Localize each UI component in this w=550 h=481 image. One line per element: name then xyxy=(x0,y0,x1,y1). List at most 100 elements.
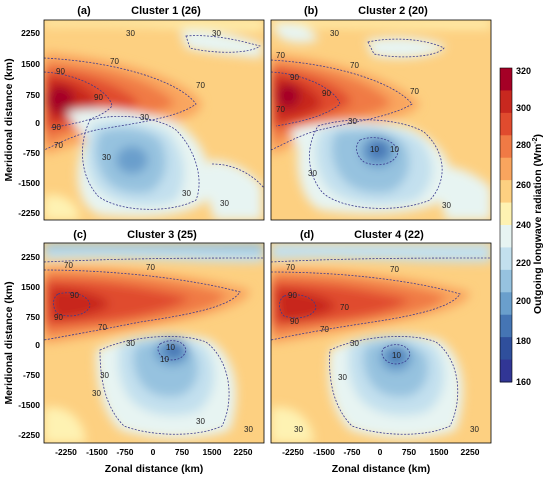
colorbar-swatch xyxy=(500,225,512,248)
colorbar-tick: 160 xyxy=(516,377,531,387)
panel-c-contour-30: 30 xyxy=(92,389,101,398)
colorbar-swatch xyxy=(500,157,512,181)
panel-b-contour-10: 10 xyxy=(370,145,379,154)
y-axis-label-bottom: Meridional distance (km) xyxy=(3,281,15,404)
panel-c-contour-30: 30 xyxy=(196,417,205,426)
panel-b-frame xyxy=(270,19,492,221)
panel-c-contour-30: 30 xyxy=(100,371,109,380)
y-tick-label: 2250 xyxy=(21,28,40,38)
colorbar: 320 300 280 260 240 220 200 180 160 Outg… xyxy=(499,66,544,387)
panel-c-contour-30: 30 xyxy=(126,339,135,348)
colorbar-tick: 240 xyxy=(516,220,531,230)
y-tick-label: 2250 xyxy=(21,252,40,262)
colorbar-tick: 200 xyxy=(516,296,531,306)
colorbar-tick: 300 xyxy=(516,103,531,113)
y-tick-label: -750 xyxy=(23,370,40,380)
panel-d-contour-30: 30 xyxy=(294,425,303,434)
panel-d-contour-30: 30 xyxy=(350,339,359,348)
panel-a-field: 30 70 70 90 90 90 70 30 30 30 30 30 xyxy=(44,20,264,220)
panel-a-contour-70: 70 xyxy=(196,81,205,90)
colorbar-swatch xyxy=(500,135,512,159)
x-tick-label: 0 xyxy=(151,447,156,457)
y-tick-label: -1500 xyxy=(18,400,40,410)
panel-c-title: Cluster 3 (25) xyxy=(127,229,197,241)
panel-c-contour-30: 30 xyxy=(244,425,253,434)
y-tick-label: -2250 xyxy=(18,208,40,218)
panel-b-contour-70: 70 xyxy=(350,61,359,70)
colorbar-tick: 260 xyxy=(516,180,531,190)
panel-b-field: 30 70 70 70 90 90 70 30 10 10 30 30 xyxy=(271,20,491,220)
panel-b-contour-90: 90 xyxy=(290,73,299,82)
colorbar-label-sup: -2 xyxy=(532,137,539,143)
panel-b-contour-70: 70 xyxy=(276,105,285,114)
panel-d-contour-70: 70 xyxy=(390,265,399,274)
colorbar-swatch xyxy=(500,359,512,383)
colorbar-tick: 180 xyxy=(516,336,531,346)
panel-c-contour-70: 70 xyxy=(146,263,155,272)
x-tick-label: -750 xyxy=(116,447,133,457)
panel-d-field: 70 70 90 90 70 70 30 10 30 30 30 xyxy=(271,243,491,443)
panel-d-frame xyxy=(270,242,492,444)
panel-b-label: (b) xyxy=(304,5,318,17)
panel-d-contour-30: 30 xyxy=(338,373,347,382)
colorbar-frame xyxy=(499,67,513,383)
panel-d-title: Cluster 4 (22) xyxy=(354,229,424,241)
panel-a-contour-30: 30 xyxy=(102,153,111,162)
x-tick-label: 1500 xyxy=(430,447,449,457)
panel-a-contour-90: 90 xyxy=(94,93,103,102)
panel-a-contour-90: 90 xyxy=(52,123,61,132)
y-tick-label: -1500 xyxy=(18,178,40,188)
y-tick-label: 1500 xyxy=(21,282,40,292)
x-axis-label-right: Zonal distance (km) xyxy=(332,463,431,475)
x-tick-label: 0 xyxy=(378,447,383,457)
panel-d-contour-90: 90 xyxy=(290,317,299,326)
panel-a-contour-30: 30 xyxy=(220,199,229,208)
colorbar-swatch xyxy=(500,90,512,114)
panel-b-contour-90: 90 xyxy=(322,89,331,98)
panel-c-contour-10: 10 xyxy=(160,355,169,364)
y-tick-label: 1500 xyxy=(21,59,40,69)
panel-a-label: (a) xyxy=(77,5,91,17)
y-tick-label: 750 xyxy=(26,90,40,100)
panel-b-contour-10: 10 xyxy=(390,145,399,154)
x-tick-label: 2250 xyxy=(234,447,253,457)
panel-c-contour-90: 90 xyxy=(70,291,79,300)
panel-a-contour-90: 90 xyxy=(56,67,65,76)
x-tick-label: -750 xyxy=(343,447,360,457)
y-axis-bottom: 2250 1500 750 0 -750 -1500 -2250 xyxy=(18,252,40,440)
y-axis-label-top: Meridional distance (km) xyxy=(3,58,15,181)
panel-c-frame xyxy=(43,242,265,444)
panel-b-contour-30: 30 xyxy=(442,201,451,210)
colorbar-swatch xyxy=(500,314,512,338)
panel-d-contour-70: 70 xyxy=(320,325,329,334)
panel-b-title: Cluster 2 (20) xyxy=(358,5,428,17)
panel-c-contour-70: 70 xyxy=(64,261,73,270)
x-axis-right: -2250 -1500 -750 0 750 1500 2250 xyxy=(282,447,480,457)
panel-a-title: Cluster 1 (26) xyxy=(131,5,201,17)
panel-b: 30 70 70 70 90 90 70 30 10 10 30 30 (b) … xyxy=(270,5,492,221)
x-tick-label: 750 xyxy=(175,447,189,457)
panel-a-contour-70: 70 xyxy=(110,57,119,66)
x-tick-label: -1500 xyxy=(86,447,108,457)
colorbar-swatch xyxy=(500,202,512,226)
x-tick-label: -2250 xyxy=(282,447,304,457)
y-tick-label: 0 xyxy=(35,118,40,128)
panel-d-contour-70: 70 xyxy=(340,303,349,312)
panel-d-contour-70: 70 xyxy=(286,263,295,272)
y-tick-label: 0 xyxy=(35,340,40,350)
panel-c: 70 70 90 90 70 30 10 10 30 30 30 30 (c) … xyxy=(43,229,265,444)
y-tick-label: -2250 xyxy=(18,430,40,440)
x-tick-label: 750 xyxy=(402,447,416,457)
panel-d-contour-30: 30 xyxy=(470,425,479,434)
y-tick-label: 750 xyxy=(26,312,40,322)
colorbar-swatch xyxy=(500,337,512,361)
x-tick-label: -1500 xyxy=(313,447,335,457)
panel-b-contour-30: 30 xyxy=(348,117,357,126)
panel-b-contour-70: 70 xyxy=(410,87,419,96)
colorbar-swatch xyxy=(500,269,512,293)
panel-c-field: 70 70 90 90 70 30 10 10 30 30 30 30 xyxy=(44,243,264,443)
panel-d-contour-90: 90 xyxy=(288,291,297,300)
panel-b-contour-30: 30 xyxy=(308,169,317,178)
panel-a-contour-70: 70 xyxy=(54,141,63,150)
